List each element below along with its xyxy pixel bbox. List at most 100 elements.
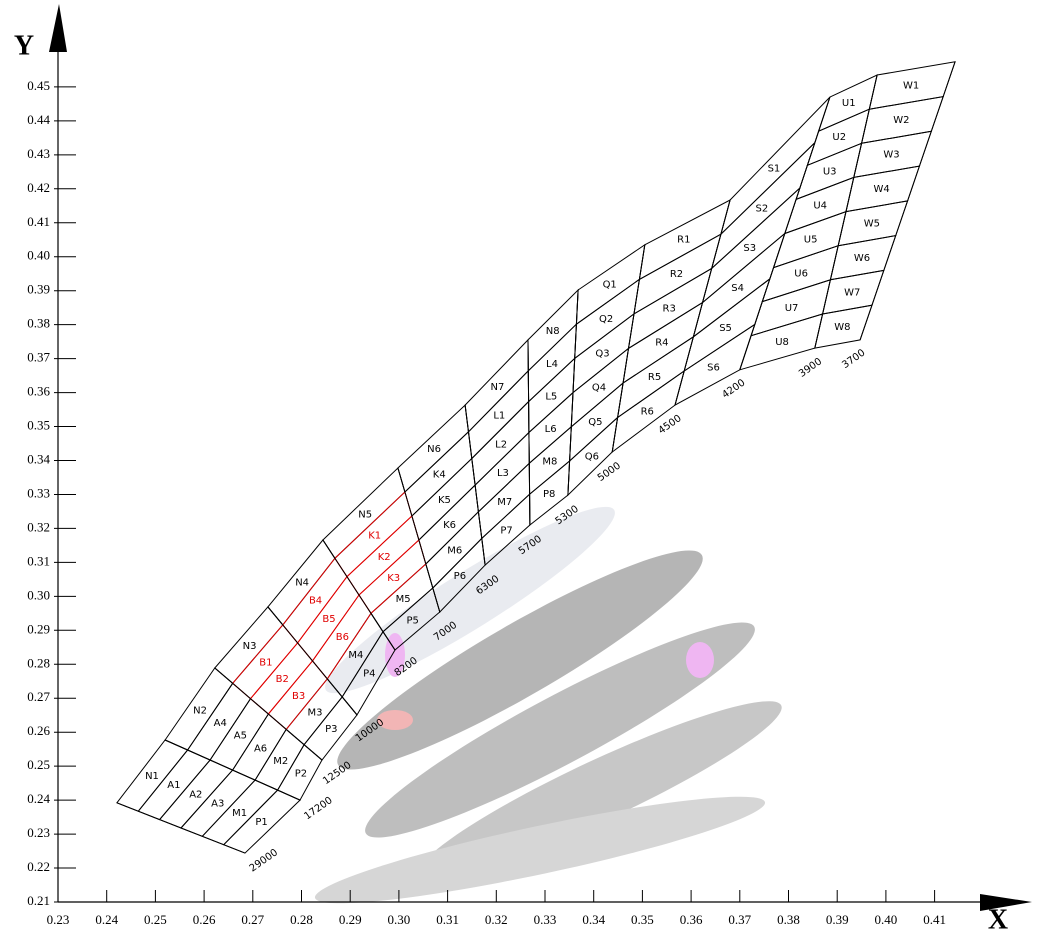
y-tick-label: 0.23 bbox=[27, 825, 50, 840]
y-tick-label: 0.39 bbox=[27, 282, 50, 297]
bin-label: W7 bbox=[844, 287, 860, 298]
bin-label: A4 bbox=[214, 718, 227, 729]
y-tick-label: 0.41 bbox=[27, 214, 50, 229]
y-axis-label: Y bbox=[14, 30, 34, 61]
x-axis-label: X bbox=[988, 904, 1008, 935]
y-tick-label: 0.37 bbox=[27, 350, 50, 365]
bin-label: P4 bbox=[363, 668, 375, 679]
y-tick-label: 0.43 bbox=[27, 146, 50, 161]
bin-label: U1 bbox=[842, 98, 856, 109]
isotherm bbox=[397, 467, 441, 613]
bin-label: P1 bbox=[255, 817, 267, 828]
y-tick-label: 0.30 bbox=[27, 587, 50, 602]
x-tick-label: 0.27 bbox=[241, 912, 264, 927]
isotherm bbox=[567, 289, 579, 496]
y-tick-label: 0.34 bbox=[27, 451, 50, 466]
bin-label: N8 bbox=[546, 326, 560, 337]
isotherm bbox=[164, 739, 301, 801]
bin-label: B5 bbox=[322, 614, 335, 625]
bin-label: B4 bbox=[309, 596, 322, 607]
bin-label: B2 bbox=[276, 674, 289, 685]
y-tick-label: 0.21 bbox=[27, 893, 50, 908]
x-tick-label: 0.25 bbox=[144, 912, 167, 927]
bin-label: P7 bbox=[500, 526, 512, 537]
y-tick-label: 0.31 bbox=[27, 553, 50, 568]
bin-label: L5 bbox=[545, 391, 557, 402]
bin-label: K3 bbox=[387, 573, 400, 584]
bin-label: A6 bbox=[254, 743, 267, 754]
y-tick-label: 0.29 bbox=[27, 621, 50, 636]
bin-label: Q1 bbox=[603, 280, 617, 291]
bin-label: M5 bbox=[396, 594, 411, 605]
bin-label: B3 bbox=[292, 691, 305, 702]
x-tick-label: 0.26 bbox=[193, 912, 216, 927]
y-tick-label: 0.40 bbox=[27, 248, 50, 263]
bin-label: W5 bbox=[864, 218, 880, 229]
y-arrow bbox=[49, 4, 67, 52]
bin-label: L1 bbox=[493, 411, 505, 422]
isotherm bbox=[267, 606, 358, 716]
isotherm bbox=[674, 199, 731, 406]
x-tick-label: 0.41 bbox=[923, 912, 946, 927]
isotherm bbox=[214, 667, 323, 761]
highlighted-bins bbox=[231, 491, 427, 731]
bin-label: W2 bbox=[893, 115, 909, 126]
x-tick-label: 0.40 bbox=[875, 912, 898, 927]
bin-label: R6 bbox=[641, 406, 654, 417]
x-tick-label: 0.31 bbox=[436, 912, 459, 927]
x-tick-label: 0.30 bbox=[388, 912, 411, 927]
isotherm bbox=[859, 61, 956, 341]
x-tick-label: 0.36 bbox=[680, 912, 703, 927]
bin-label: P2 bbox=[295, 769, 307, 780]
bin-label: M4 bbox=[348, 650, 363, 661]
x-tick-label: 0.35 bbox=[631, 912, 654, 927]
bin-label: N2 bbox=[193, 705, 207, 716]
x-tick-label: 0.39 bbox=[826, 912, 849, 927]
bin-label: B6 bbox=[336, 632, 349, 643]
bin-label: L4 bbox=[546, 359, 558, 370]
bin-label: U8 bbox=[775, 337, 789, 348]
bin-label: P5 bbox=[406, 615, 418, 626]
bin-label: M6 bbox=[447, 546, 462, 557]
bin-label: S2 bbox=[755, 203, 768, 214]
bin-label: K2 bbox=[378, 552, 391, 563]
x-arrow bbox=[980, 894, 1032, 911]
bin-label: R1 bbox=[677, 235, 690, 246]
bin-label: P6 bbox=[454, 571, 466, 582]
bin-label: A3 bbox=[211, 799, 224, 810]
bin-label: N5 bbox=[358, 510, 372, 521]
isotherm bbox=[611, 244, 646, 453]
bin-label: W4 bbox=[874, 184, 890, 195]
y-tick-label: 0.25 bbox=[27, 757, 50, 772]
bin-label: N4 bbox=[295, 578, 309, 589]
bin-label: N3 bbox=[243, 641, 257, 652]
bin-label: N1 bbox=[145, 771, 159, 782]
cct-label: 4200 bbox=[720, 377, 747, 401]
isotherm bbox=[527, 339, 531, 526]
x-tick-label: 0.29 bbox=[339, 912, 362, 927]
isotherm bbox=[464, 405, 486, 566]
cct-label: 12500 bbox=[321, 760, 353, 787]
bin-label: A5 bbox=[234, 731, 247, 742]
cct-label: 3900 bbox=[797, 356, 824, 380]
bin-label: Q3 bbox=[595, 348, 609, 359]
x-tick-label: 0.34 bbox=[582, 912, 605, 927]
bin-label: S6 bbox=[707, 363, 720, 374]
bin-label: N7 bbox=[491, 382, 505, 393]
bin-label: S4 bbox=[731, 283, 744, 294]
x-tick-label: 0.28 bbox=[290, 912, 313, 927]
y-tick-label: 0.32 bbox=[27, 519, 50, 534]
bin-label: W1 bbox=[903, 81, 919, 92]
bin-label: L6 bbox=[545, 424, 557, 435]
bin-label: K6 bbox=[443, 520, 456, 531]
isotherm bbox=[116, 802, 246, 854]
y-tick-label: 0.27 bbox=[27, 689, 50, 704]
bin-label: Q4 bbox=[592, 383, 606, 394]
bin-label: U7 bbox=[785, 303, 799, 314]
x-tick-label: 0.37 bbox=[728, 912, 751, 927]
bin-label: W3 bbox=[883, 150, 899, 161]
bin-label: K1 bbox=[368, 531, 381, 542]
y-tick-label: 0.33 bbox=[27, 485, 50, 500]
